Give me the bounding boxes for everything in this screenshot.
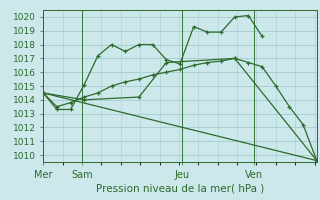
X-axis label: Pression niveau de la mer( hPa ): Pression niveau de la mer( hPa ) (96, 184, 264, 194)
